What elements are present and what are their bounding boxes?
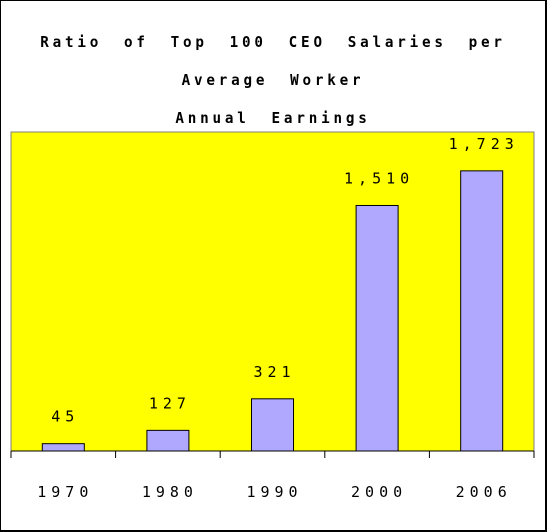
data-label-1970: 45 [51, 408, 79, 426]
data-label-1990: 321 [253, 363, 295, 381]
chart-title-line-2: Annual Earnings [175, 109, 371, 127]
x-tick-label-1980: 1980 [142, 483, 198, 501]
bar-1970 [41, 443, 85, 452]
chart-title: Ratio of Top 100 CEO Salaries per Averag… [15, 23, 532, 137]
chart-title-line-1: Ratio of Top 100 CEO Salaries per Averag… [40, 33, 506, 89]
x-tick-label-1990: 1990 [246, 483, 302, 501]
data-label-1980: 127 [149, 394, 191, 412]
bar-2006 [460, 170, 504, 452]
plot-area [10, 131, 535, 452]
data-label-2000: 1,510 [344, 169, 414, 187]
x-tick-label-2000: 2000 [351, 483, 407, 501]
x-tick-label-1970: 1970 [37, 483, 93, 501]
bar-2000 [355, 204, 399, 452]
bar-1990 [251, 398, 294, 452]
bar-1980 [146, 429, 190, 452]
x-tick-label-2006: 2006 [456, 483, 512, 501]
data-label-2006: 1,723 [449, 135, 519, 153]
